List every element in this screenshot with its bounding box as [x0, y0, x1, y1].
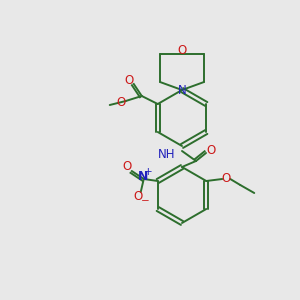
Text: O: O: [116, 95, 125, 109]
Text: O: O: [133, 190, 142, 203]
Text: O: O: [122, 160, 131, 172]
Text: N: N: [178, 85, 186, 98]
Text: NH: NH: [158, 148, 175, 160]
Text: +: +: [144, 167, 153, 177]
Text: O: O: [222, 172, 231, 184]
Text: −: −: [140, 196, 149, 206]
Text: O: O: [206, 143, 216, 157]
Text: O: O: [124, 74, 134, 86]
Text: O: O: [177, 44, 187, 56]
Text: N: N: [138, 170, 148, 184]
